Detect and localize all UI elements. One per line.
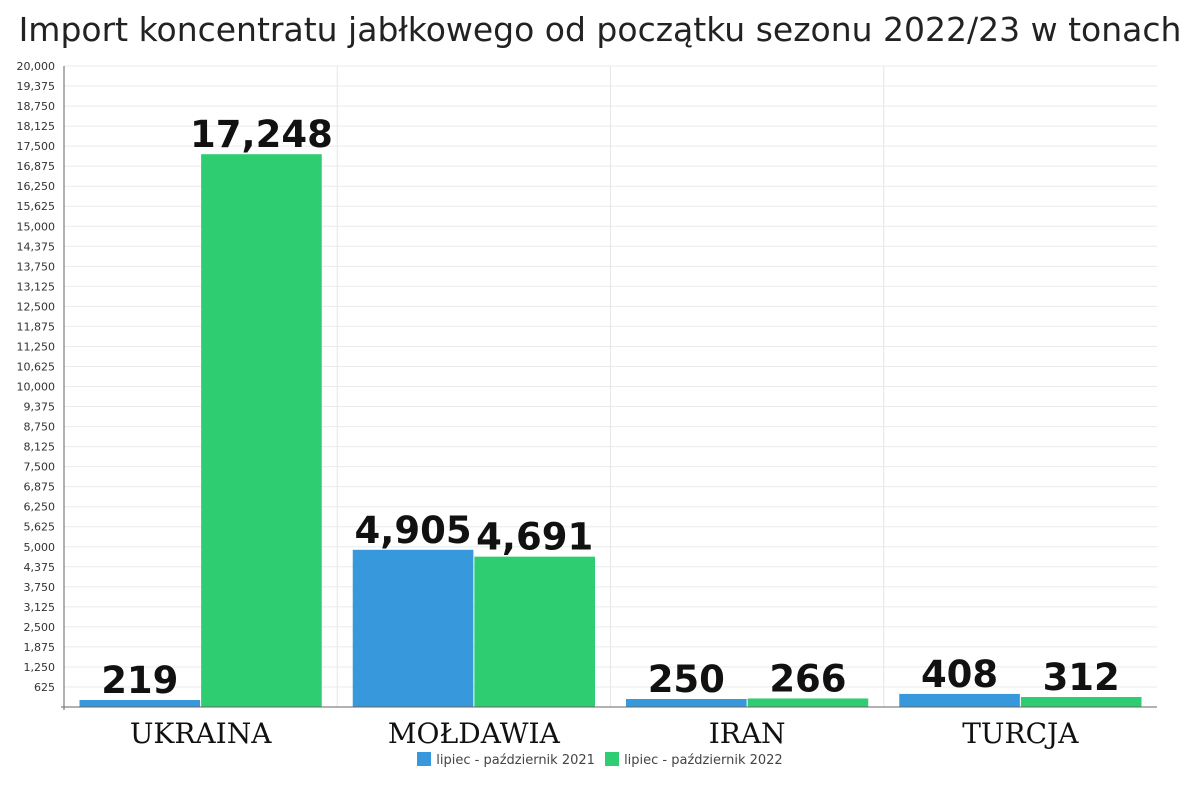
bar-ukraina-series-1	[79, 699, 201, 707]
y-tick-label: 16,250	[17, 180, 56, 193]
y-tick-label: 12,500	[17, 300, 56, 313]
y-tick-label: 1,250	[24, 661, 56, 674]
bar-turcja-series-2	[1020, 697, 1142, 707]
y-tick-label: 5,000	[24, 541, 56, 554]
data-labels: 219 17,248 4,905 4,691 250 266 408 312	[101, 113, 1120, 702]
y-tick-label: 18,125	[17, 120, 56, 133]
bars	[79, 154, 1142, 707]
legend-item-series-1[interactable]: lipiec - październik 2021	[417, 752, 595, 768]
x-tick-label: UKRAINA	[130, 717, 272, 750]
y-tick-label: 20,000	[17, 60, 56, 73]
x-tick-label: TURCJA	[962, 717, 1079, 750]
bar-mołdawia-series-2	[474, 556, 595, 707]
data-label: 219	[101, 659, 178, 702]
y-tick-label: 9,375	[24, 401, 56, 414]
x-tick-label: MOŁDAWIA	[388, 717, 561, 750]
y-tick-label: 6,250	[24, 501, 56, 514]
bar-ukraina-series-2	[201, 154, 322, 707]
y-tick-label: 8,750	[24, 421, 56, 434]
y-tick-label: 19,375	[17, 80, 56, 93]
y-tick-label: 3,125	[24, 601, 56, 614]
data-label: 312	[1043, 656, 1120, 699]
data-label: 250	[648, 658, 725, 701]
y-tick-label: 7,500	[24, 461, 56, 474]
y-tick-label: 2,500	[24, 621, 56, 634]
chart-title: Import koncentratu jabłkowego od początk…	[18, 10, 1182, 49]
y-tick-label: 15,625	[17, 200, 56, 213]
legend-swatch-series-2	[605, 752, 620, 766]
legend-item-series-2[interactable]: lipiec - październik 2022	[605, 752, 783, 768]
data-label: 266	[769, 657, 846, 700]
y-tick-label: 17,500	[17, 140, 56, 153]
y-tick-label: 10,000	[17, 381, 56, 394]
y-tick-label: 6,875	[24, 481, 56, 494]
y-axis: 625 1,250 1,875 2,500 3,125 3,750 4,375 5,000 5,…	[17, 60, 65, 710]
y-tick-label: 18,750	[17, 100, 56, 113]
y-tick-label: 13,750	[17, 260, 56, 273]
legend-swatch-series-1	[417, 752, 432, 766]
legend: lipiec - październik 2021 lipiec - paźdz…	[0, 752, 1200, 768]
y-tick-label: 3,750	[24, 581, 56, 594]
data-label: 408	[921, 653, 998, 696]
y-tick-label: 16,875	[17, 160, 56, 173]
y-tick-label: 1,875	[24, 641, 56, 654]
bar-iran-series-1	[626, 698, 747, 707]
y-tick-label: 11,250	[17, 340, 56, 353]
legend-label-series-1: lipiec - październik 2021	[436, 753, 595, 768]
y-tick-label: 15,000	[17, 220, 56, 233]
bar-turcja-series-1	[899, 693, 1020, 707]
data-label: 17,248	[190, 113, 333, 156]
y-tick-label: 13,125	[17, 280, 56, 293]
bar-iran-series-2	[747, 698, 869, 707]
x-axis: UKRAINA MOŁDAWIA IRAN TURCJA	[61, 706, 1157, 750]
y-tick-label: 8,125	[24, 441, 56, 454]
y-tick-label: 625	[34, 681, 55, 694]
data-label: 4,691	[476, 516, 593, 559]
y-tick-label: 4,375	[24, 561, 56, 574]
y-tick-label: 5,625	[24, 521, 56, 534]
data-label: 4,905	[355, 509, 472, 552]
y-tick-label: 11,875	[17, 320, 56, 333]
x-tick-label: IRAN	[709, 717, 786, 750]
bar-mołdawia-series-1	[352, 549, 474, 707]
legend-label-series-2: lipiec - październik 2022	[624, 753, 783, 768]
y-tick-label: 14,375	[17, 240, 56, 253]
y-tick-label: 10,625	[17, 360, 56, 373]
